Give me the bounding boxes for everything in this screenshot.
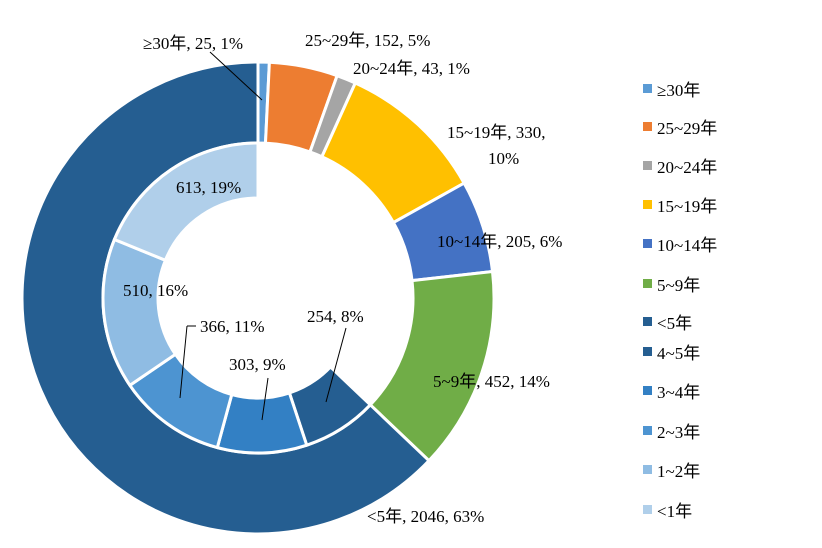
legend-label-0: ≥30年 xyxy=(657,81,700,100)
legend-swatch-10 xyxy=(643,465,652,474)
outer-data-label-2: 20~24年, 43, 1% xyxy=(353,59,470,78)
leader-line-0 xyxy=(209,51,263,101)
inner-data-label-2: 366, 11% xyxy=(200,317,265,336)
legend-swatch-3 xyxy=(643,200,652,209)
legend-swatch-6 xyxy=(643,317,652,326)
legend-label-11: <1年 xyxy=(657,502,692,521)
legend-swatch-7 xyxy=(643,347,652,356)
inner-data-label-3: 510, 16% xyxy=(123,281,188,300)
legend-label-6: <5年 xyxy=(657,314,692,333)
outer-data-label-3-line2: 10% xyxy=(488,149,519,168)
legend-label-5: 5~9年 xyxy=(657,276,700,295)
legend-swatch-4 xyxy=(643,239,652,248)
legend-swatch-11 xyxy=(643,505,652,514)
outer-data-label-3: 15~19年, 330, xyxy=(447,123,545,142)
inner-data-label-1: 303, 9% xyxy=(229,355,286,374)
legend-label-9: 2~3年 xyxy=(657,423,700,442)
legend-label-8: 3~4年 xyxy=(657,383,700,402)
inner-data-label-0: 254, 8% xyxy=(307,307,364,326)
leader-line-2 xyxy=(261,377,269,421)
legend-label-2: 20~24年 xyxy=(657,158,717,177)
legend-swatch-5 xyxy=(643,279,652,288)
outer-data-label-0: ≥30年, 25, 1% xyxy=(143,34,243,53)
outer-data-label-5: 5~9年, 452, 14% xyxy=(433,372,550,391)
legend-label-1: 25~29年 xyxy=(657,119,717,138)
outer-data-label-4: 10~14年, 205, 6% xyxy=(437,232,562,251)
legend-swatch-0 xyxy=(643,84,652,93)
outer-data-label-6: <5年, 2046, 63% xyxy=(367,507,484,526)
outer-data-label-1: 25~29年, 152, 5% xyxy=(305,31,430,50)
legend-swatch-8 xyxy=(643,386,652,395)
legend-swatch-2 xyxy=(643,161,652,170)
legend-label-10: 1~2年 xyxy=(657,462,700,481)
inner-slice-4 xyxy=(112,141,260,263)
legend-swatch-9 xyxy=(643,426,652,435)
legend-label-7: 4~5年 xyxy=(657,344,700,363)
inner-data-label-4: 613, 19% xyxy=(176,178,241,197)
legend-label-3: 15~19年 xyxy=(657,197,717,216)
legend-swatch-1 xyxy=(643,122,652,131)
leader-line-3 xyxy=(325,327,347,403)
legend-label-4: 10~14年 xyxy=(657,236,717,255)
leader-line-1 xyxy=(179,325,188,399)
